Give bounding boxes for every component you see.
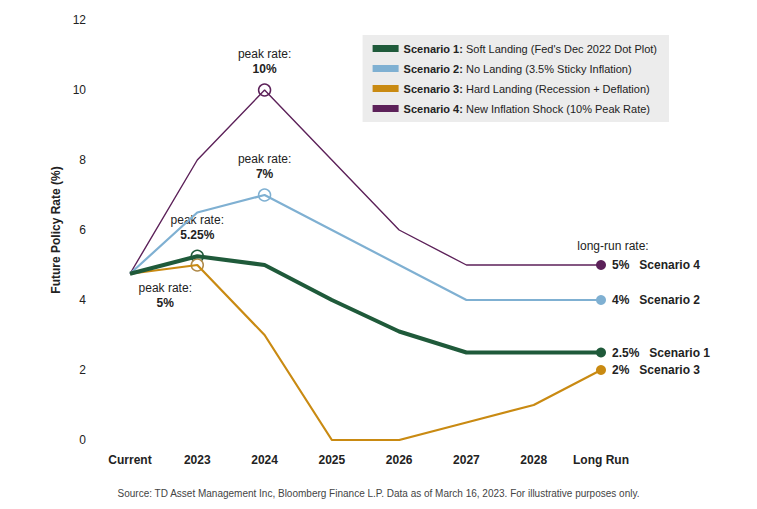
svg-text:2026: 2026 — [386, 453, 413, 467]
svg-text:Scenario 1:: Scenario 1: — [404, 43, 463, 55]
svg-text:2023: 2023 — [184, 453, 211, 467]
svg-text:Scenario 4:: Scenario 4: — [404, 103, 463, 115]
svg-text:2.5%: 2.5% — [612, 346, 640, 360]
svg-text:Long Run: Long Run — [573, 453, 629, 467]
svg-text:0: 0 — [79, 433, 86, 447]
svg-text:Future Policy Rate (%): Future Policy Rate (%) — [49, 166, 63, 293]
svg-text:peak rate:: peak rate: — [238, 47, 291, 61]
svg-text:10%: 10% — [253, 62, 277, 76]
svg-text:peak rate:: peak rate: — [171, 213, 224, 227]
svg-text:5%: 5% — [157, 296, 175, 310]
svg-text:New Inflation Shock (10% Peak: New Inflation Shock (10% Peak Rate) — [463, 103, 650, 115]
svg-text:Scenario 2:: Scenario 2: — [404, 63, 463, 75]
svg-text:2024: 2024 — [251, 453, 278, 467]
svg-text:2%: 2% — [612, 363, 630, 377]
svg-text:Source: TD Asset Management In: Source: TD Asset Management Inc, Bloombe… — [118, 488, 640, 499]
svg-text:Scenario 3:: Scenario 3: — [404, 83, 463, 95]
svg-text:Scenario 2: Scenario 2 — [639, 293, 700, 307]
svg-text:5%: 5% — [612, 258, 630, 272]
svg-text:8: 8 — [79, 153, 86, 167]
svg-text:Scenario 4: Scenario 4 — [639, 258, 700, 272]
svg-text:4: 4 — [79, 293, 86, 307]
svg-text:2: 2 — [79, 363, 86, 377]
svg-text:12: 12 — [73, 13, 87, 27]
svg-text:Scenario 3: Scenario 3 — [639, 363, 700, 377]
svg-text:No Landing (3.5% Sticky Inflat: No Landing (3.5% Sticky Inflation) — [463, 63, 632, 75]
svg-text:2027: 2027 — [453, 453, 480, 467]
svg-text:6: 6 — [79, 223, 86, 237]
svg-text:2025: 2025 — [319, 453, 346, 467]
svg-text:Soft Landing (Fed's Dec 2022 D: Soft Landing (Fed's Dec 2022 Dot Plot) — [463, 43, 657, 55]
svg-text:10: 10 — [73, 83, 87, 97]
svg-text:4%: 4% — [612, 293, 630, 307]
svg-text:5.25%: 5.25% — [180, 228, 214, 242]
svg-text:Hard Landing (Recession + Defl: Hard Landing (Recession + Deflation) — [463, 83, 650, 95]
svg-text:Current: Current — [108, 453, 151, 467]
svg-text:Scenario 1: Scenario 1 — [649, 346, 710, 360]
svg-text:2028: 2028 — [520, 453, 547, 467]
svg-text:peak rate:: peak rate: — [139, 281, 192, 295]
svg-text:7%: 7% — [256, 167, 274, 181]
svg-text:peak rate:: peak rate: — [238, 152, 291, 166]
svg-text:long-run rate:: long-run rate: — [577, 239, 648, 253]
